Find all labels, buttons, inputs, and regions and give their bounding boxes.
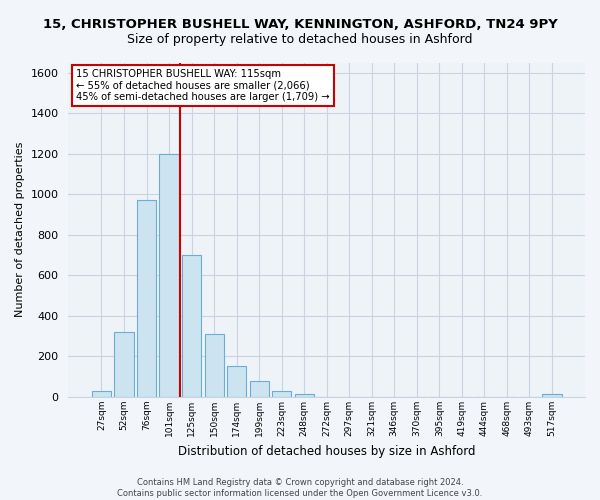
Text: Size of property relative to detached houses in Ashford: Size of property relative to detached ho… (127, 32, 473, 46)
Bar (205, 334, 224, 397)
Bar (182, 255, 201, 397)
Text: 15, CHRISTOPHER BUSHELL WAY, KENNINGTON, ASHFORD, TN24 9PY: 15, CHRISTOPHER BUSHELL WAY, KENNINGTON,… (43, 18, 557, 30)
Bar (272, 391, 291, 397)
Text: Contains HM Land Registry data © Crown copyright and database right 2024.
Contai: Contains HM Land Registry data © Crown c… (118, 478, 482, 498)
Bar (295, 394, 314, 397)
X-axis label: Distribution of detached houses by size in Ashford: Distribution of detached houses by size … (178, 444, 475, 458)
Bar (137, 200, 156, 397)
Y-axis label: Number of detached properties: Number of detached properties (15, 142, 25, 318)
Bar (542, 394, 562, 397)
Bar (160, 154, 179, 397)
Bar (92, 391, 111, 397)
Bar (250, 381, 269, 397)
Text: 15 CHRISTOPHER BUSHELL WAY: 115sqm
← 55% of detached houses are smaller (2,066)
: 15 CHRISTOPHER BUSHELL WAY: 115sqm ← 55%… (76, 69, 330, 102)
Bar (115, 332, 134, 397)
Bar (227, 366, 246, 397)
